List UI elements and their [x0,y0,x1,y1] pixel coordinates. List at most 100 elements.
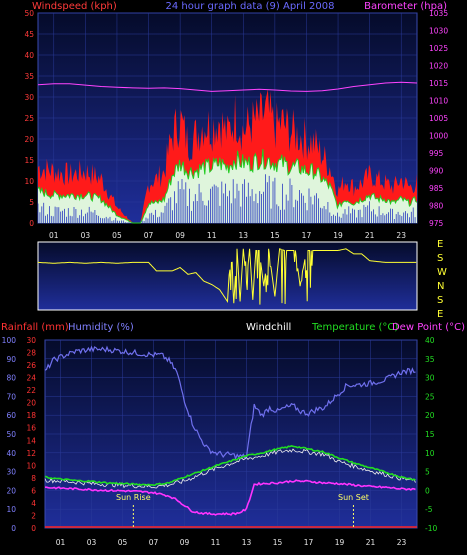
humidity-tick: 40 [6,449,16,458]
humidity-tick: 10 [6,505,16,514]
compass-label-e1: E [437,239,443,250]
windspeed-tick: 0 [29,219,34,228]
humidity-tick-labels: 0 10 20 30 40 50 60 70 80 90 100 [2,336,17,533]
barometer-tick: 995 [429,149,444,158]
temperature-tick-labels: -10 -5 0 5 10 15 20 25 30 35 40 [425,336,437,533]
direction-series [38,248,417,305]
sun-events: Sun Rise Sun Set [116,493,369,527]
barometer-tick: 1025 [429,44,448,53]
compass-label-s1: S [437,253,443,264]
rainfall-tick: 22 [26,386,36,395]
humidity-tick: 30 [6,468,16,477]
compass-labels: E S W N S E [437,239,447,320]
rainfall-tick: 20 [26,399,36,408]
temperature-x-tick: 09 [180,538,190,547]
humidity-line [44,345,416,461]
temperature-tick: 30 [425,374,435,383]
temperature-axis-title: Temperature (°C) [311,322,398,333]
compass-label-w: W [437,267,447,278]
windspeed-tick: 30 [24,93,34,102]
temperature-x-tick-labels: 01 03 05 07 09 11 13 15 17 19 21 23 [56,538,407,547]
sun-set-label: Sun Set [338,493,369,502]
rainfall-tick: 18 [26,411,36,420]
barometer-tick: 985 [429,184,444,193]
temperature-x-tick: 23 [397,538,407,547]
windspeed-tick: 45 [24,30,34,39]
temperature-x-tick: 11 [211,538,221,547]
windspeed-tick: 50 [24,9,34,18]
barometer-tick: 1030 [429,27,448,36]
temperature-tick: 20 [425,411,435,420]
windspeed-tick: 15 [24,156,34,165]
windspeed-tick: 35 [24,72,34,81]
sun-rise-label: Sun Rise [116,493,151,502]
rainfall-tick: 12 [26,449,36,458]
humidity-tick: 90 [6,355,16,364]
barometer-tick: 1000 [429,132,448,141]
temperature-x-tick: 19 [335,538,345,547]
wind-x-tick: 09 [175,231,185,240]
wind-x-tick-labels: 01 03 05 07 09 11 13 15 17 19 21 23 [49,231,406,240]
windspeed-tick: 5 [29,198,34,207]
wind-x-tick: 17 [302,231,312,240]
wind-x-tick: 15 [270,231,280,240]
rainfall-tick: 16 [26,424,36,433]
rainfall-tick: 26 [26,361,36,370]
temperature-gridlines [45,339,417,529]
humidity-tick: 20 [6,486,16,495]
temperature-tick: 15 [425,430,435,439]
windspeed-tick: 25 [24,114,34,123]
windspeed-tick: 40 [24,51,34,60]
windchill-legend: Windchill [246,322,291,333]
wind-x-tick: 05 [112,231,122,240]
temperature-series [44,345,417,528]
wind-x-tick: 13 [239,231,249,240]
compass-label-n: N [437,281,444,292]
date-title: 24 hour graph data (9) April 2008 [166,1,335,12]
barometer-tick: 1035 [429,9,448,18]
humidity-tick: 0 [11,524,16,533]
temperature-x-tick: 13 [242,538,252,547]
humidity-tick: 50 [6,430,16,439]
dewpoint-axis-title: Dew Point (°C) [392,322,465,333]
wind-x-tick: 21 [365,231,375,240]
rainfall-tick: 4 [31,499,36,508]
barometer-axis-title: Barometer (hpa) [364,1,447,12]
average-line [37,149,418,224]
temperature-x-tick: 01 [56,538,66,547]
rainfall-tick: 10 [26,461,36,470]
windchill-line [44,448,416,489]
humidity-tick: 70 [6,392,16,401]
temperature-tick: 40 [425,336,435,345]
rainfall-tick: 8 [31,474,36,483]
humidity-tick: 100 [2,336,17,345]
barometer-tick: 1005 [429,114,448,123]
humidity-axis-title: Humidity (%) [68,322,134,333]
wind-x-tick: 03 [81,231,91,240]
windspeed-axis-title: Windspeed (kph) [32,1,117,12]
humidity-tick: 60 [6,411,16,420]
temperature-tick: -10 [425,524,437,533]
temperature-tick: 10 [425,449,435,458]
barometer-tick: 1010 [429,97,448,106]
temperature-tick: 35 [425,355,435,364]
wind-series [37,81,418,224]
temperature-x-tick: 15 [273,538,283,547]
rainfall-tick: 14 [26,436,36,445]
average-area [38,149,417,223]
rainfall-axis-title: Rainfall (mm) [1,322,69,333]
barometer-tick: 1020 [429,62,448,71]
wind-x-tick: 23 [396,231,406,240]
barometer-tick: 975 [429,219,444,228]
wind-x-tick: 11 [207,231,217,240]
temperature-x-tick: 05 [118,538,128,547]
temperature-x-tick: 07 [149,538,159,547]
rainfall-tick: 0 [31,524,36,533]
compass-label-s2: S [437,295,443,306]
rainfall-tick: 2 [31,511,36,520]
windspeed-tick-labels: 0 5 10 15 20 25 30 35 40 45 50 [24,9,34,228]
direction-line [38,248,417,305]
humidity-tick: 80 [6,374,16,383]
